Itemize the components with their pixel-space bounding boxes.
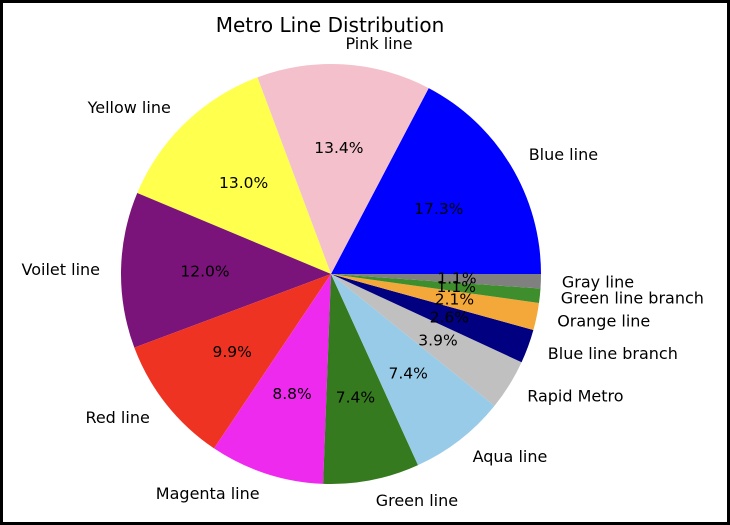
percent-label-red-line: 9.9% <box>213 343 252 361</box>
slice-orange-line <box>331 274 539 331</box>
category-label-magenta-line: Magenta line <box>156 484 260 503</box>
category-label-yellow-line: Yellow line <box>87 98 171 117</box>
category-label-pink-line: Pink line <box>346 34 413 53</box>
percent-label-green-line-branch: 1.1% <box>437 278 476 296</box>
slice-blue-line <box>331 88 541 274</box>
percent-label-blue-line: 17.3% <box>414 200 463 218</box>
category-label-green-line-branch: Green line branch <box>561 288 704 307</box>
percent-label-pink-line: 13.4% <box>314 139 363 157</box>
percent-label-rapid-metro: 3.9% <box>418 332 457 350</box>
category-label-voilet-line: Voilet line <box>22 260 100 279</box>
slice-magenta-line <box>214 274 331 484</box>
slice-pink-line <box>257 63 429 275</box>
percent-label-green-line: 7.4% <box>336 389 375 407</box>
chart-frame: Metro Line Distribution 17.3% 13.4% 13.0% 1… <box>3 3 727 522</box>
percent-label-voilet-line: 12.0% <box>180 263 229 281</box>
slice-red-line <box>134 274 331 449</box>
percent-label-aqua-line: 7.4% <box>389 365 428 383</box>
category-label-red-line: Red line <box>85 408 149 427</box>
percent-label-blue-line-branch: 2.6% <box>430 308 469 326</box>
slice-yellow-line <box>137 77 331 274</box>
percent-label-orange-line: 2.1% <box>435 291 474 309</box>
percent-label-gray-line: 1.1% <box>437 269 476 287</box>
category-label-green-line: Green line <box>376 491 458 510</box>
slice-green-line <box>323 274 419 484</box>
category-label-blue-line-branch: Blue line branch <box>548 344 678 363</box>
slice-voilet-line <box>120 193 332 348</box>
category-label-rapid-metro: Rapid Metro <box>527 386 623 405</box>
chart-title: Metro Line Distribution <box>216 13 445 37</box>
slice-blue-line-branch <box>331 274 534 363</box>
category-label-aqua-line: Aqua line <box>473 447 548 466</box>
percent-label-yellow-line: 13.0% <box>219 174 268 192</box>
slice-gray-line <box>331 274 541 289</box>
category-label-orange-line: Orange line <box>557 311 650 330</box>
pie-slices <box>120 63 541 484</box>
category-labels: Blue line Pink line Yellow line Voilet line… <box>22 34 704 510</box>
category-label-blue-line: Blue line <box>529 145 598 164</box>
slice-green-line-branch <box>331 274 541 303</box>
slice-rapid-metro <box>331 274 522 406</box>
slice-aqua-line <box>331 274 495 466</box>
pie-chart: Metro Line Distribution 17.3%13.4%13.0%1… <box>22 13 704 510</box>
percent-label-magenta-line: 8.8% <box>272 385 311 403</box>
percent-labels: 17.3% 13.4% 13.0% 12.0% 9.9% 8.8% 7.4% 7.4% 3.9%… <box>180 139 476 406</box>
category-label-gray-line: Gray line <box>562 273 634 292</box>
